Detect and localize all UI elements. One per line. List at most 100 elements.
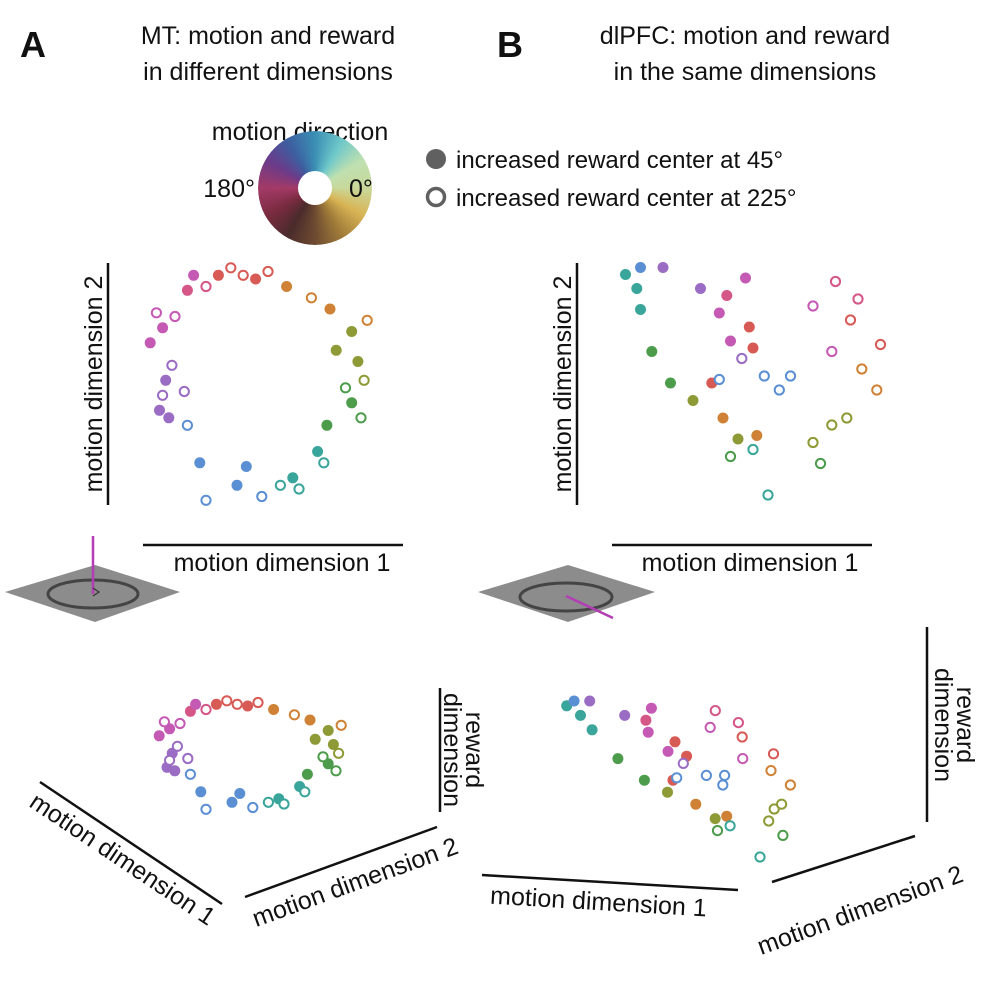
filled-point-0-8 xyxy=(352,356,364,367)
open-point-0-14 xyxy=(166,359,178,371)
filled-point-0-4 xyxy=(250,273,262,285)
filled-point-3-15 xyxy=(721,810,733,822)
open-point-2-17 xyxy=(262,796,274,808)
mt-3d-scatter xyxy=(153,695,347,815)
filled-point-0-10 xyxy=(312,446,324,457)
filled-point-0-7 xyxy=(346,326,358,337)
filled-point-0-14 xyxy=(163,412,175,424)
filled-point-0-16 xyxy=(154,404,165,416)
open-point-2-0 xyxy=(158,716,170,728)
open-point-1-1 xyxy=(829,275,842,288)
open-point-0-19 xyxy=(237,269,249,281)
open-point-0-3 xyxy=(225,262,237,274)
open-point-3-5 xyxy=(765,765,777,777)
filled-point-3-7 xyxy=(645,702,657,714)
open-point-0-0 xyxy=(150,307,162,319)
b3d-dim1-axis-line xyxy=(481,873,739,892)
a3d-dim1-axis-line xyxy=(39,780,223,906)
panel-b-title-line2: in the same dimensions xyxy=(614,58,877,86)
open-point-2-14 xyxy=(171,740,183,752)
filled-point-3-14 xyxy=(709,813,721,825)
filled-point-1-3 xyxy=(657,262,669,273)
open-point-0-15 xyxy=(178,385,190,398)
open-point-2-1 xyxy=(174,717,186,730)
filled-point-2-17 xyxy=(190,698,202,710)
open-point-0-4 xyxy=(262,265,274,278)
filled-point-2-12 xyxy=(226,796,238,808)
filled-point-1-6 xyxy=(721,290,733,301)
open-point-1-15 xyxy=(773,384,785,396)
filled-point-3-3 xyxy=(584,695,596,707)
filled-point-1-15 xyxy=(751,430,763,441)
open-point-0-6 xyxy=(361,314,373,326)
open-point-3-17 xyxy=(777,829,789,842)
a3d-dim2-axis-line xyxy=(244,825,438,899)
filled-point-2-7 xyxy=(322,725,334,736)
open-point-3-14 xyxy=(754,851,766,863)
open-point-2-11 xyxy=(247,801,259,814)
open-point-3-13 xyxy=(711,825,724,837)
filled-point-3-5 xyxy=(642,726,654,738)
filled-point-3-2 xyxy=(575,709,586,721)
filled-point-3-17 xyxy=(669,736,681,748)
open-point-1-19 xyxy=(844,314,857,326)
open-point-3-15 xyxy=(717,779,729,791)
open-point-0-5 xyxy=(305,292,317,304)
open-point-2-10 xyxy=(278,798,290,810)
open-point-3-10 xyxy=(700,769,713,782)
filled-point-1-17 xyxy=(743,321,755,333)
open-point-1-11 xyxy=(736,352,748,365)
open-point-3-1 xyxy=(709,705,721,717)
open-point-3-16 xyxy=(776,798,788,810)
open-point-3-9 xyxy=(719,769,731,782)
filled-point-0-20 xyxy=(240,461,252,472)
dlpfc-2d-scatter xyxy=(620,262,887,501)
open-point-2-13 xyxy=(184,768,196,780)
b3d-dim2-axis-label: motion dimension 2 xyxy=(754,860,967,960)
filled-point-0-3 xyxy=(212,269,224,281)
open-point-1-0 xyxy=(807,300,819,312)
filled-point-0-0 xyxy=(144,337,156,349)
a3d-dim1-axis-label: motion dimension 1 xyxy=(25,787,221,931)
a3d-reward-axis-label-2: dimension xyxy=(438,693,466,807)
filled-point-2-4 xyxy=(242,700,254,712)
filled-point-1-7 xyxy=(740,272,751,284)
color-wheel-hole xyxy=(298,171,332,205)
open-point-3-19 xyxy=(736,731,748,743)
b-y-axis-label: motion dimension 2 xyxy=(549,276,577,493)
filled-point-0-12 xyxy=(231,479,243,491)
filled-point-0-2 xyxy=(181,284,193,296)
filled-point-0-15 xyxy=(160,374,172,386)
filled-point-2-8 xyxy=(327,739,339,750)
open-point-0-8 xyxy=(355,412,367,424)
b3d-dim2-axis-line xyxy=(771,834,916,884)
open-point-3-11 xyxy=(677,757,689,770)
filled-point-1-0 xyxy=(620,269,631,280)
filled-point-1-18 xyxy=(725,335,736,347)
open-point-1-7 xyxy=(826,419,838,431)
filled-point-0-6 xyxy=(324,303,336,315)
open-point-1-2 xyxy=(852,293,864,305)
b3d-reward-axis-label-1: reward xyxy=(951,687,979,763)
open-point-3-18 xyxy=(671,772,683,784)
open-point-0-1 xyxy=(169,310,181,323)
filled-point-1-9 xyxy=(646,346,658,357)
open-point-1-16 xyxy=(841,412,853,424)
filled-point-0-11 xyxy=(287,472,299,484)
open-point-0-9 xyxy=(318,457,330,469)
mt-2d-scatter xyxy=(144,262,373,506)
open-point-1-3 xyxy=(874,338,887,351)
open-point-2-19 xyxy=(231,698,243,710)
filled-point-1-14 xyxy=(732,433,744,445)
legend-filled-marker xyxy=(426,149,446,169)
filled-point-0-1 xyxy=(157,322,169,334)
filled-point-2-19 xyxy=(301,768,313,780)
a3d-dim2-axis-label: motion dimension 2 xyxy=(249,832,462,932)
a-y-axis-label: motion dimension 2 xyxy=(80,276,108,493)
color-wheel-label-180: 180° xyxy=(203,175,255,203)
open-point-2-5 xyxy=(288,709,300,721)
open-point-0-16 xyxy=(157,389,169,401)
filled-point-3-11 xyxy=(662,786,673,798)
open-point-2-2 xyxy=(200,703,212,716)
